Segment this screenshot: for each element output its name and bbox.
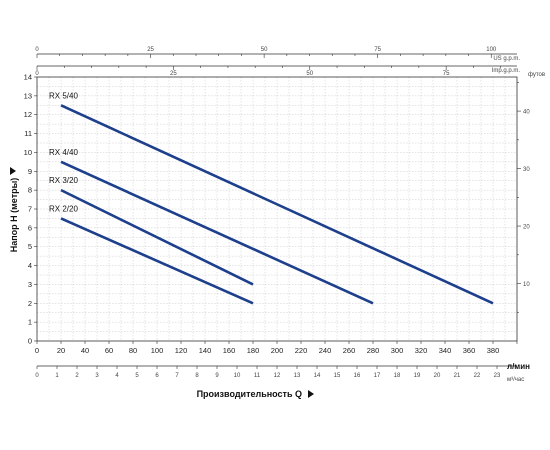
y-tick-label: 6 <box>28 223 32 232</box>
m3h-tick-label: 13 <box>294 373 301 379</box>
feet-tick-label: 20 <box>523 225 530 231</box>
x-tick-label: 360 <box>463 346 476 355</box>
m3h-tick-label: 3 <box>95 373 99 379</box>
imp-gpm-tick-label: 0 <box>35 71 39 77</box>
m3h-tick-label: 20 <box>434 373 441 379</box>
us-gpm-unit: US g.p.m. <box>493 56 520 62</box>
y-tick-label: 10 <box>24 148 32 157</box>
m3h-tick-label: 0 <box>35 373 39 379</box>
x-tick-label: 140 <box>199 346 212 355</box>
us-gpm-tick-label: 100 <box>486 47 497 53</box>
us-gpm-tick-label: 25 <box>147 47 154 53</box>
y-axis-arrow-icon <box>10 167 16 175</box>
y-axis-title: Напор H (метры) <box>9 178 19 253</box>
x-tick-label: 160 <box>223 346 236 355</box>
curve-rx-3-20 <box>60 188 254 286</box>
m3h-unit: м³/час <box>507 377 524 383</box>
series-labels: RX 5/40 RX 4/40 RX 3/20 RX 2/20 <box>49 91 78 213</box>
us-gpm-tick-label: 50 <box>261 47 268 53</box>
x-tick-label: 280 <box>367 346 380 355</box>
y-tick-label: 0 <box>28 337 32 346</box>
series-label: RX 3/20 <box>49 176 78 185</box>
x-tick-label: 260 <box>343 346 356 355</box>
y-tick-label: 12 <box>24 110 32 119</box>
series-label: RX 5/40 <box>49 91 78 100</box>
m3h-tick-label: 21 <box>454 373 461 379</box>
x-tick-label: 100 <box>151 346 164 355</box>
y-tick-label: 9 <box>28 167 32 176</box>
x-tick-label: 220 <box>295 346 308 355</box>
x-tick-label: 380 <box>487 346 500 355</box>
series-curves <box>60 104 494 305</box>
curve-rx-4-40 <box>60 160 374 305</box>
x-tick-label: 300 <box>391 346 404 355</box>
feet-tick-label: 30 <box>523 167 530 173</box>
x-axis-title-group: Производительность Q <box>197 389 314 399</box>
m3h-tick-label: 11 <box>254 373 261 379</box>
feet-tick-label: 40 <box>523 110 530 116</box>
y-tick-label: 14 <box>24 73 32 82</box>
m3h-tick-label: 23 <box>494 373 501 379</box>
x-tick-label: 80 <box>129 346 137 355</box>
imp-gpm-tick-label: 50 <box>306 71 313 77</box>
m3h-tick-label: 9 <box>215 373 219 379</box>
feet-tick-label: 10 <box>523 282 530 288</box>
y-tick-label: 4 <box>28 261 32 270</box>
feet-unit: футов <box>528 72 545 78</box>
m3h-tick-label: 22 <box>474 373 481 379</box>
x-tick-label: 200 <box>271 346 284 355</box>
m3h-tick-label: 8 <box>195 373 199 379</box>
curve-rx-2-20 <box>60 217 254 305</box>
x-tick-label: 320 <box>415 346 428 355</box>
y-tick-label: 5 <box>28 242 32 251</box>
m3h-tick-label: 15 <box>334 373 341 379</box>
m3h-tick-label: 16 <box>354 373 361 379</box>
grid <box>37 77 517 341</box>
imp-gpm-unit: Imp.g.p.m. <box>492 68 521 74</box>
y-tick-label: 8 <box>28 186 32 195</box>
m3h-tick-label: 18 <box>394 373 401 379</box>
m3h-tick-label: 10 <box>234 373 241 379</box>
y-tick-label: 7 <box>28 205 32 214</box>
x-tick-label: 340 <box>439 346 452 355</box>
x-axis-title: Производительность Q <box>197 389 302 399</box>
x-tick-label: 40 <box>81 346 89 355</box>
imp-gpm-tick-label: 25 <box>170 71 177 77</box>
x-tick-label: 120 <box>175 346 188 355</box>
x-tick-label: 240 <box>319 346 332 355</box>
y-tick-label: 1 <box>28 318 32 327</box>
y-axis-title-group: Напор H (метры) <box>9 167 19 252</box>
x-tick-label: 180 <box>247 346 260 355</box>
x-tick-label: 20 <box>57 346 65 355</box>
x-axis-arrow-icon <box>308 390 314 398</box>
curve-rx-5-40 <box>60 104 494 305</box>
m3h-tick-label: 7 <box>175 373 179 379</box>
m3h-tick-label: 4 <box>115 373 119 379</box>
m3h-tick-label: 6 <box>155 373 159 379</box>
y-tick-label: 2 <box>28 299 32 308</box>
x-tick-label: 0 <box>35 346 39 355</box>
y-tick-label: 13 <box>24 91 32 100</box>
y-tick-label: 11 <box>24 129 32 138</box>
m3h-tick-label: 17 <box>374 373 381 379</box>
imp-gpm-tick-label: 75 <box>443 71 450 77</box>
x-tick-label: 60 <box>105 346 113 355</box>
m3h-tick-label: 5 <box>135 373 139 379</box>
us-gpm-tick-label: 75 <box>374 47 381 53</box>
us-gpm-tick-label: 0 <box>35 47 39 53</box>
series-label: RX 2/20 <box>49 204 78 213</box>
m3h-tick-label: 12 <box>274 373 281 379</box>
m3h-tick-label: 2 <box>75 373 79 379</box>
m3h-tick-label: 19 <box>414 373 421 379</box>
m3h-tick-label: 14 <box>314 373 321 379</box>
y-tick-label: 3 <box>28 280 32 289</box>
lpm-unit: л/мин <box>507 362 530 371</box>
m3h-tick-label: 1 <box>55 373 59 379</box>
series-label: RX 4/40 <box>49 148 78 157</box>
